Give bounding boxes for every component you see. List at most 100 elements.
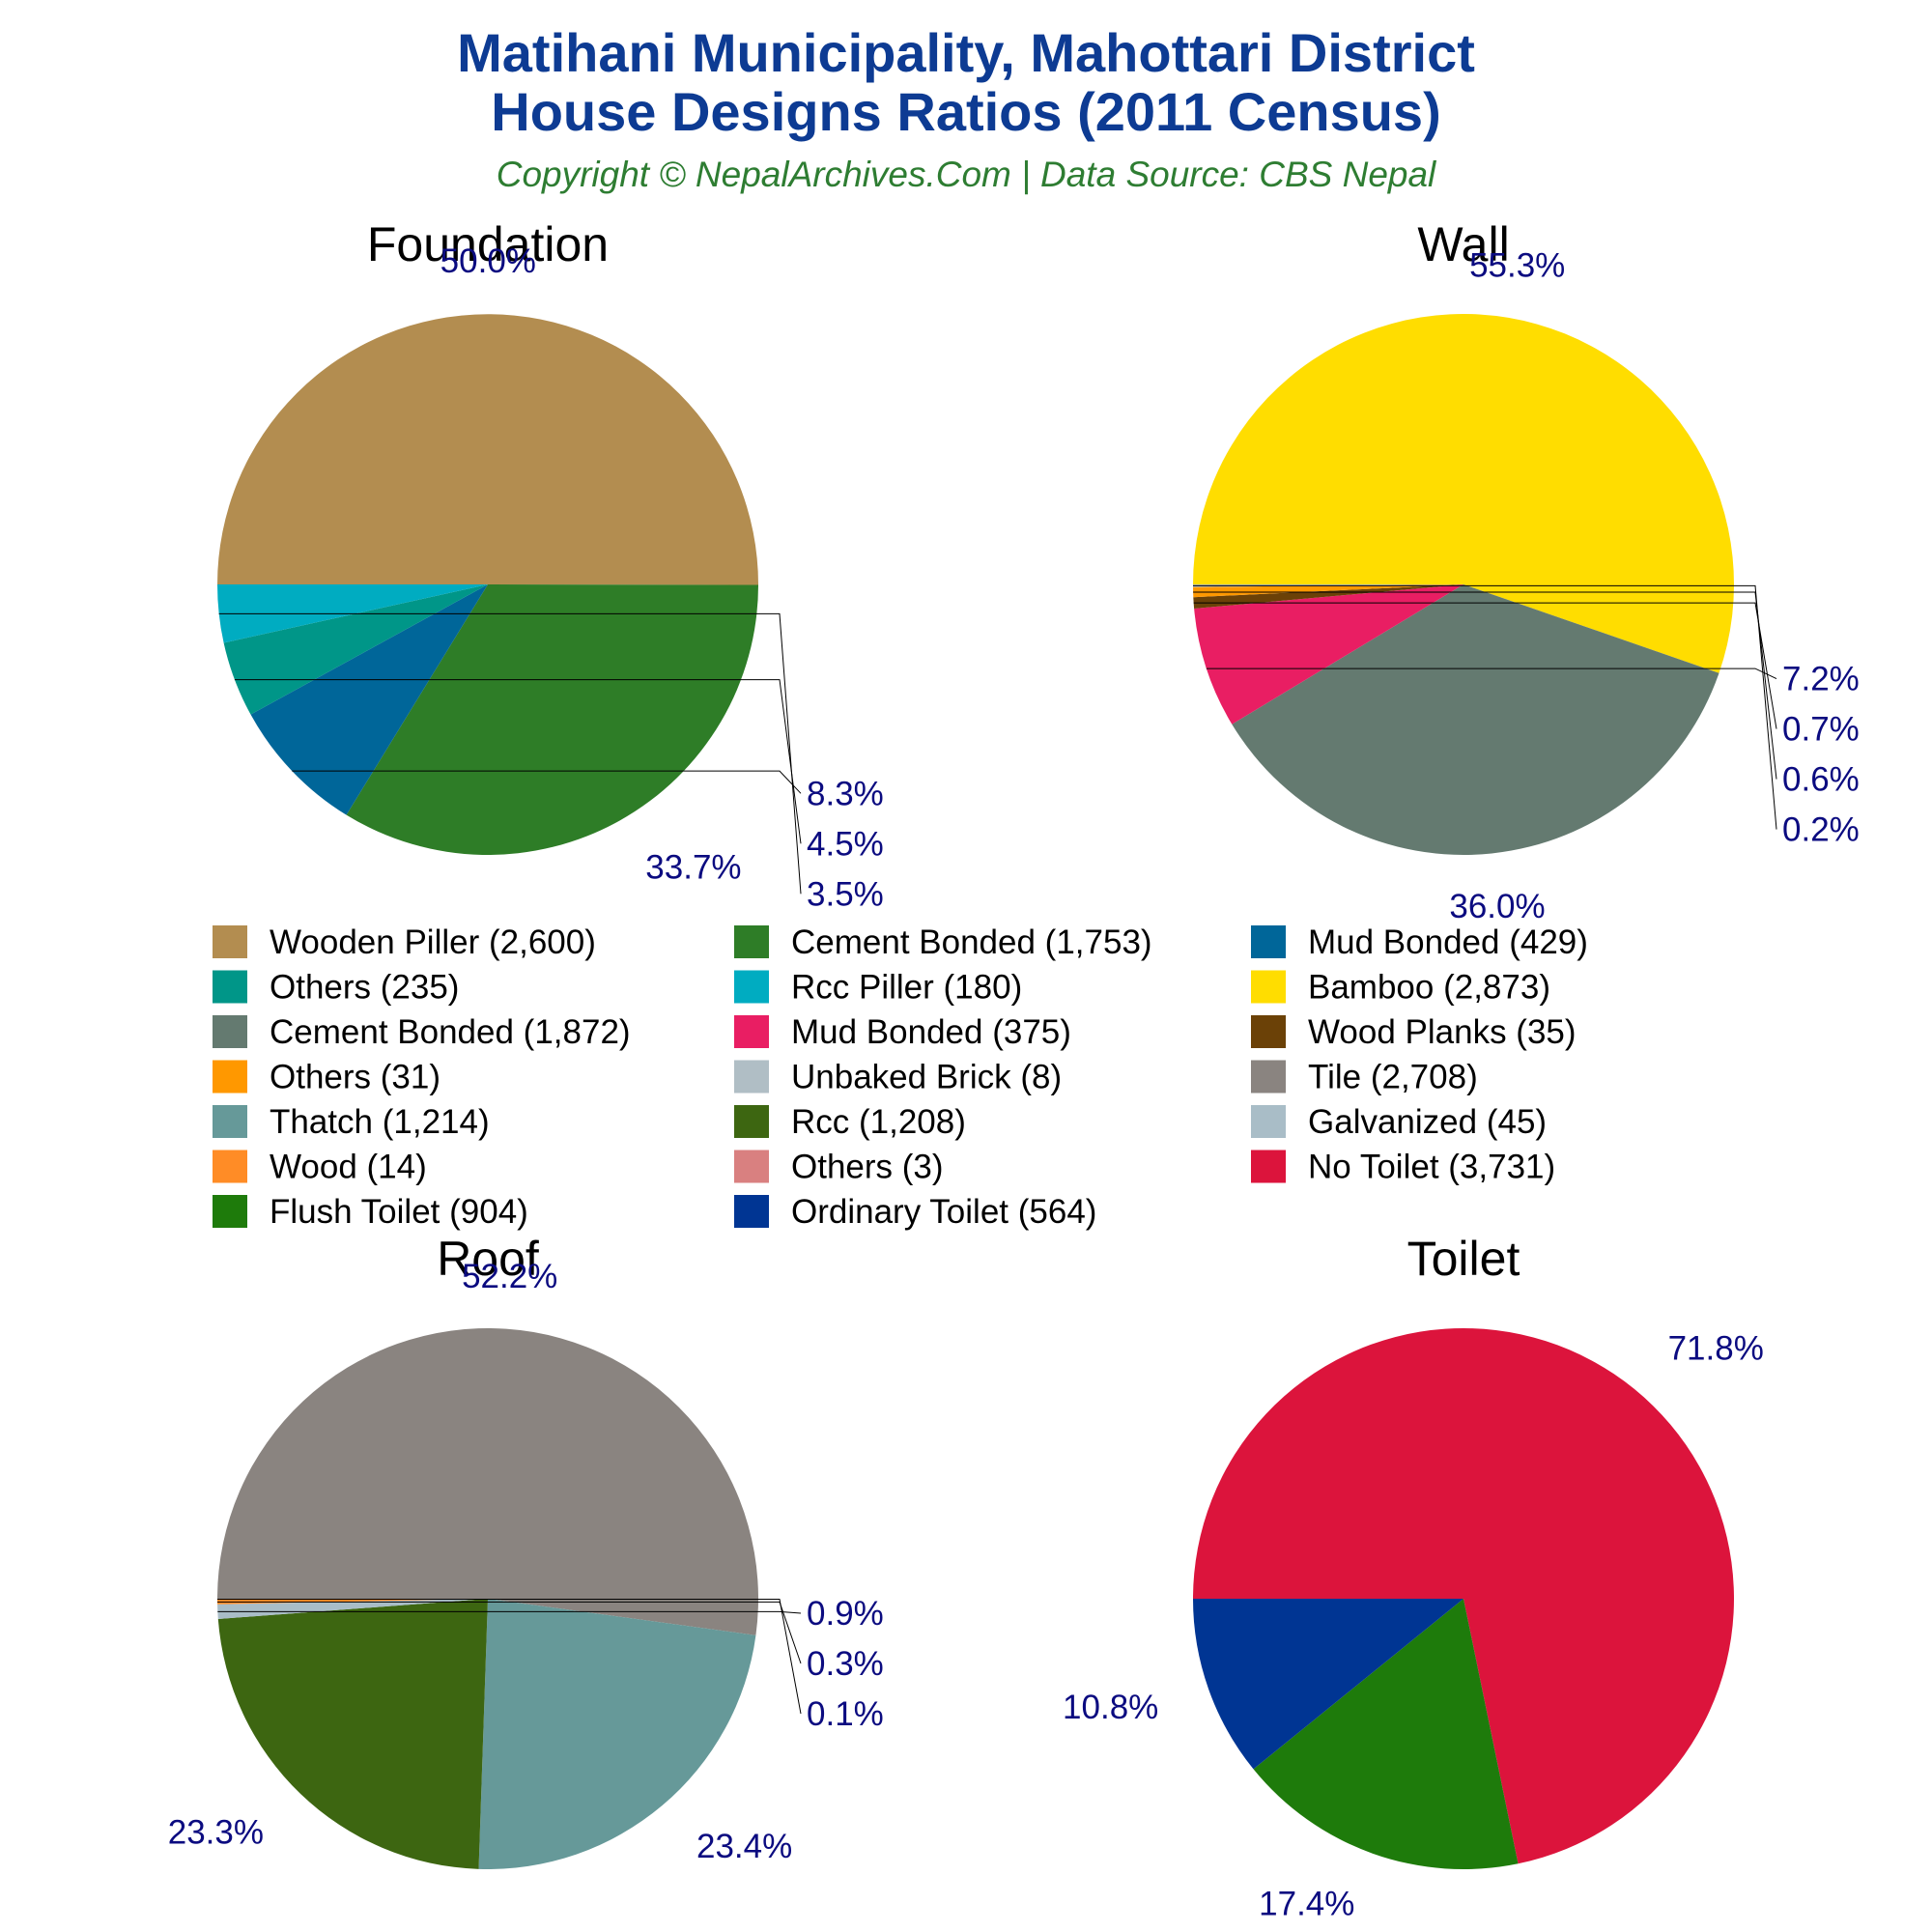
foundation-slice-wooden-piller bbox=[217, 314, 759, 585]
toilet-slice-flush-toilet bbox=[1253, 1599, 1519, 1869]
legend-label: Thatch (1,214) bbox=[270, 1103, 490, 1141]
legend-item-cement-bonded-1-753: Cement Bonded (1,753) bbox=[734, 923, 1152, 961]
legend-label: Mud Bonded (429) bbox=[1308, 923, 1588, 961]
legend-label: Cement Bonded (1,872) bbox=[270, 1013, 631, 1051]
legend-item-unbaked-brick-8: Unbaked Brick (8) bbox=[734, 1059, 1062, 1096]
legend-swatch bbox=[734, 1150, 769, 1183]
legend-label: Wood Planks (35) bbox=[1308, 1013, 1577, 1051]
foundation-pie-title: Foundation bbox=[367, 217, 609, 271]
legend-item-bamboo-2-873: Bamboo (2,873) bbox=[1251, 969, 1550, 1007]
roof-label-tile: 52.2% bbox=[462, 1258, 557, 1295]
roof-pie-title: Roof bbox=[437, 1232, 539, 1286]
legend-label: Unbaked Brick (8) bbox=[791, 1059, 1062, 1096]
toilet-slice-ordinary-toilet bbox=[1193, 1599, 1463, 1770]
roof-slice-thatch bbox=[478, 1599, 756, 1870]
legend-swatch bbox=[734, 925, 769, 958]
roof-slice-galvanized bbox=[217, 1599, 488, 1619]
legend-item-thatch-1-214: Thatch (1,214) bbox=[213, 1103, 490, 1141]
wall-slice-cement-bonded bbox=[1232, 584, 1719, 856]
legend-label: Tile (2,708) bbox=[1308, 1059, 1478, 1096]
toilet-pie: Toilet 71.8% 17.4% 10.8% bbox=[1063, 1232, 1764, 1923]
legend-swatch bbox=[734, 1015, 769, 1048]
legend-label: Cement Bonded (1,753) bbox=[791, 923, 1152, 961]
legend-swatch bbox=[1251, 1105, 1286, 1138]
chart-title-line2: House Designs Ratios (2011 Census) bbox=[491, 81, 1440, 142]
legend-item-flush-toilet-904: Flush Toilet (904) bbox=[213, 1193, 528, 1231]
toilet-label-flush-toilet: 17.4% bbox=[1259, 1886, 1354, 1923]
legend-swatch bbox=[213, 925, 247, 958]
legend-swatch bbox=[1251, 1015, 1286, 1048]
wall-slice-others bbox=[1193, 584, 1463, 598]
legend-swatch bbox=[1251, 1150, 1286, 1183]
legend-swatch bbox=[213, 1015, 247, 1048]
toilet-pie-title: Toilet bbox=[1407, 1232, 1520, 1286]
legend-label: Wooden Piller (2,600) bbox=[270, 923, 596, 961]
roof-label-others: 0.1% bbox=[807, 1695, 884, 1733]
roof-leader-line-wood bbox=[217, 1601, 802, 1664]
legend-item-wood-planks-35: Wood Planks (35) bbox=[1251, 1013, 1577, 1051]
legend-swatch bbox=[1251, 1060, 1286, 1094]
wall-leader-line-mud-bonded bbox=[1206, 668, 1777, 680]
wall-leader-line-others bbox=[1193, 591, 1777, 780]
legend-swatch bbox=[213, 1195, 247, 1228]
toilet-label-ordinary-toilet: 10.8% bbox=[1063, 1689, 1158, 1726]
legend-swatch bbox=[734, 1195, 769, 1228]
legend-item-rcc-1-208: Rcc (1,208) bbox=[734, 1103, 966, 1141]
legend-item-mud-bonded-375: Mud Bonded (375) bbox=[734, 1013, 1071, 1051]
legend-item-rcc-piller-180: Rcc Piller (180) bbox=[734, 969, 1022, 1007]
roof-leader-line-others bbox=[217, 1599, 802, 1715]
foundation-leader-line-others bbox=[234, 679, 802, 844]
legend-label: Wood (14) bbox=[270, 1149, 427, 1186]
legend-item-ordinary-toilet-564: Ordinary Toilet (564) bbox=[734, 1193, 1096, 1231]
foundation-label-others: 4.5% bbox=[807, 825, 884, 863]
toilet-slice-no-toilet bbox=[1193, 1327, 1734, 1864]
legend-item-mud-bonded-429: Mud Bonded (429) bbox=[1251, 923, 1588, 961]
roof-label-wood: 0.3% bbox=[807, 1645, 884, 1683]
legend-swatch bbox=[1251, 970, 1286, 1004]
legend-item-tile-2-708: Tile (2,708) bbox=[1251, 1059, 1478, 1096]
wall-label-cement-bonded: 36.0% bbox=[1449, 888, 1545, 925]
legend-label: Others (3) bbox=[791, 1149, 944, 1186]
foundation-label-rcc-piller: 3.5% bbox=[807, 875, 884, 913]
legend-swatch bbox=[213, 1060, 247, 1094]
chart-subtitle: Copyright © NepalArchives.Com | Data Sou… bbox=[497, 155, 1437, 194]
wall-leader-line-wood-planks bbox=[1193, 602, 1777, 729]
roof-label-thatch: 23.4% bbox=[696, 1828, 792, 1865]
legend-label: Others (31) bbox=[270, 1059, 440, 1096]
legend-label: Rcc (1,208) bbox=[791, 1103, 966, 1141]
legend-item-galvanized-45: Galvanized (45) bbox=[1251, 1103, 1547, 1141]
toilet-label-no-toilet: 71.8% bbox=[1668, 1329, 1764, 1367]
foundation-label-wooden-piller: 50.0% bbox=[440, 242, 536, 280]
legend-swatch bbox=[734, 970, 769, 1004]
foundation-slice-cement-bonded bbox=[346, 584, 758, 856]
wall-leader-line-unbaked-brick bbox=[1193, 584, 1777, 830]
wall-label-unbaked-brick: 0.2% bbox=[1782, 811, 1860, 849]
roof-slice-rcc bbox=[217, 1599, 489, 1869]
legend-item-others-31: Others (31) bbox=[213, 1059, 440, 1096]
legend-label: Bamboo (2,873) bbox=[1308, 969, 1550, 1007]
legend-swatch bbox=[734, 1105, 769, 1138]
foundation-leader-line-rcc-piller bbox=[218, 612, 802, 895]
wall-label-mud-bonded: 7.2% bbox=[1782, 661, 1860, 698]
roof-slice-wood bbox=[217, 1599, 488, 1605]
foundation-slice-mud-bonded bbox=[250, 584, 488, 815]
chart-title-line1: Matihani Municipality, Mahottari Distric… bbox=[457, 22, 1475, 83]
wall-label-wood-planks: 0.7% bbox=[1782, 711, 1860, 749]
legend-item-cement-bonded-1-872: Cement Bonded (1,872) bbox=[213, 1013, 631, 1051]
legend-item-wood-14: Wood (14) bbox=[213, 1149, 427, 1186]
legend-swatch bbox=[1251, 925, 1286, 958]
foundation-slice-others bbox=[223, 584, 488, 715]
legend-label: Galvanized (45) bbox=[1308, 1103, 1547, 1141]
legend-swatch bbox=[213, 970, 247, 1004]
wall-label-bamboo: 55.3% bbox=[1469, 247, 1565, 285]
legend: Wooden Piller (2,600) Cement Bonded (1,75… bbox=[213, 923, 1588, 1231]
legend-swatch bbox=[213, 1150, 247, 1183]
legend-swatch bbox=[213, 1105, 247, 1138]
wall-slice-bamboo bbox=[1193, 314, 1734, 673]
wall-pie-title: Wall bbox=[1417, 217, 1509, 271]
legend-label: Ordinary Toilet (564) bbox=[791, 1193, 1096, 1231]
